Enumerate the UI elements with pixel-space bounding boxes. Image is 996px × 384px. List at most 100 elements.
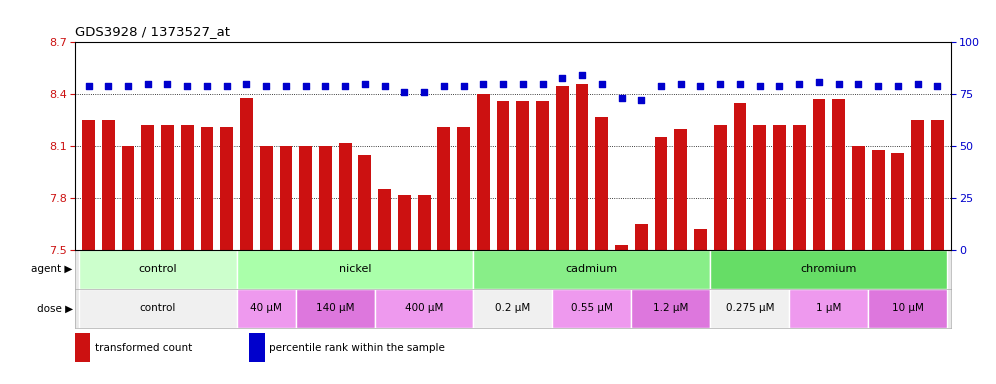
Text: 400 μM: 400 μM xyxy=(405,303,443,313)
Bar xyxy=(911,120,924,250)
Point xyxy=(831,81,847,87)
Text: 0.55 μM: 0.55 μM xyxy=(571,303,613,313)
Point xyxy=(633,98,649,104)
Bar xyxy=(477,94,490,250)
Text: chromium: chromium xyxy=(801,265,857,275)
Bar xyxy=(710,250,947,289)
Text: transformed count: transformed count xyxy=(95,343,192,353)
Point xyxy=(653,83,669,89)
Bar xyxy=(813,99,826,250)
Text: nickel: nickel xyxy=(339,265,372,275)
Point xyxy=(614,95,629,101)
Bar xyxy=(237,289,296,328)
Bar xyxy=(473,289,553,328)
Bar xyxy=(249,333,265,362)
Point xyxy=(258,83,274,89)
Text: 1.2 μM: 1.2 μM xyxy=(653,303,688,313)
Point xyxy=(121,83,136,89)
Bar xyxy=(833,99,845,250)
Bar xyxy=(674,129,687,250)
Point xyxy=(139,81,155,87)
Text: dose ▶: dose ▶ xyxy=(37,303,73,313)
Bar xyxy=(417,195,430,250)
Point xyxy=(535,81,551,87)
Point xyxy=(159,81,175,87)
Bar xyxy=(654,137,667,250)
Bar xyxy=(299,146,312,250)
Bar xyxy=(793,125,806,250)
Point xyxy=(357,81,373,87)
Bar xyxy=(694,229,707,250)
Bar xyxy=(872,150,884,250)
Bar xyxy=(616,245,627,250)
Point xyxy=(318,83,334,89)
Bar xyxy=(576,84,589,250)
Bar xyxy=(556,86,569,250)
Point xyxy=(929,83,945,89)
Point xyxy=(909,81,925,87)
Point xyxy=(278,83,294,89)
Bar xyxy=(536,101,549,250)
Point xyxy=(692,83,708,89)
Bar xyxy=(200,127,213,250)
Bar xyxy=(319,146,332,250)
Bar xyxy=(869,289,947,328)
Bar xyxy=(596,117,609,250)
Bar xyxy=(553,289,631,328)
Point xyxy=(811,79,827,85)
Bar xyxy=(753,125,766,250)
Bar xyxy=(714,125,727,250)
Text: cadmium: cadmium xyxy=(566,265,618,275)
Bar xyxy=(398,195,410,250)
Bar xyxy=(82,120,95,250)
Bar xyxy=(122,146,134,250)
Bar xyxy=(437,127,450,250)
Bar xyxy=(773,125,786,250)
Point xyxy=(515,81,531,87)
Point xyxy=(436,83,452,89)
Text: 0.2 μM: 0.2 μM xyxy=(495,303,531,313)
Point xyxy=(594,81,610,87)
Point xyxy=(416,89,432,95)
Text: GDS3928 / 1373527_at: GDS3928 / 1373527_at xyxy=(75,25,230,38)
Point xyxy=(574,73,590,79)
Bar xyxy=(161,125,174,250)
Bar xyxy=(181,125,193,250)
Point xyxy=(238,81,254,87)
Point xyxy=(219,83,235,89)
Bar xyxy=(733,103,746,250)
Point xyxy=(396,89,412,95)
Point xyxy=(179,83,195,89)
Bar xyxy=(237,250,473,289)
Bar xyxy=(260,146,273,250)
Point xyxy=(871,83,886,89)
Point xyxy=(338,83,354,89)
Bar xyxy=(220,127,233,250)
Point xyxy=(772,83,788,89)
Point xyxy=(101,83,117,89)
Text: control: control xyxy=(138,265,177,275)
Point xyxy=(376,83,392,89)
Text: 40 μM: 40 μM xyxy=(250,303,282,313)
Bar xyxy=(75,333,91,362)
Bar xyxy=(631,289,710,328)
Bar xyxy=(497,101,510,250)
Point xyxy=(298,83,314,89)
Bar xyxy=(789,289,869,328)
Point xyxy=(712,81,728,87)
Point xyxy=(555,74,571,81)
Point xyxy=(455,83,471,89)
Point xyxy=(475,81,491,87)
Point xyxy=(672,81,688,87)
Bar xyxy=(378,189,391,250)
Bar xyxy=(710,289,789,328)
Bar xyxy=(473,250,710,289)
Bar xyxy=(79,250,237,289)
Bar xyxy=(457,127,470,250)
Text: agent ▶: agent ▶ xyxy=(31,265,73,275)
Bar xyxy=(339,143,352,250)
Bar xyxy=(374,289,473,328)
Text: percentile rank within the sample: percentile rank within the sample xyxy=(269,343,445,353)
Text: 1 μM: 1 μM xyxy=(816,303,842,313)
Point xyxy=(889,83,905,89)
